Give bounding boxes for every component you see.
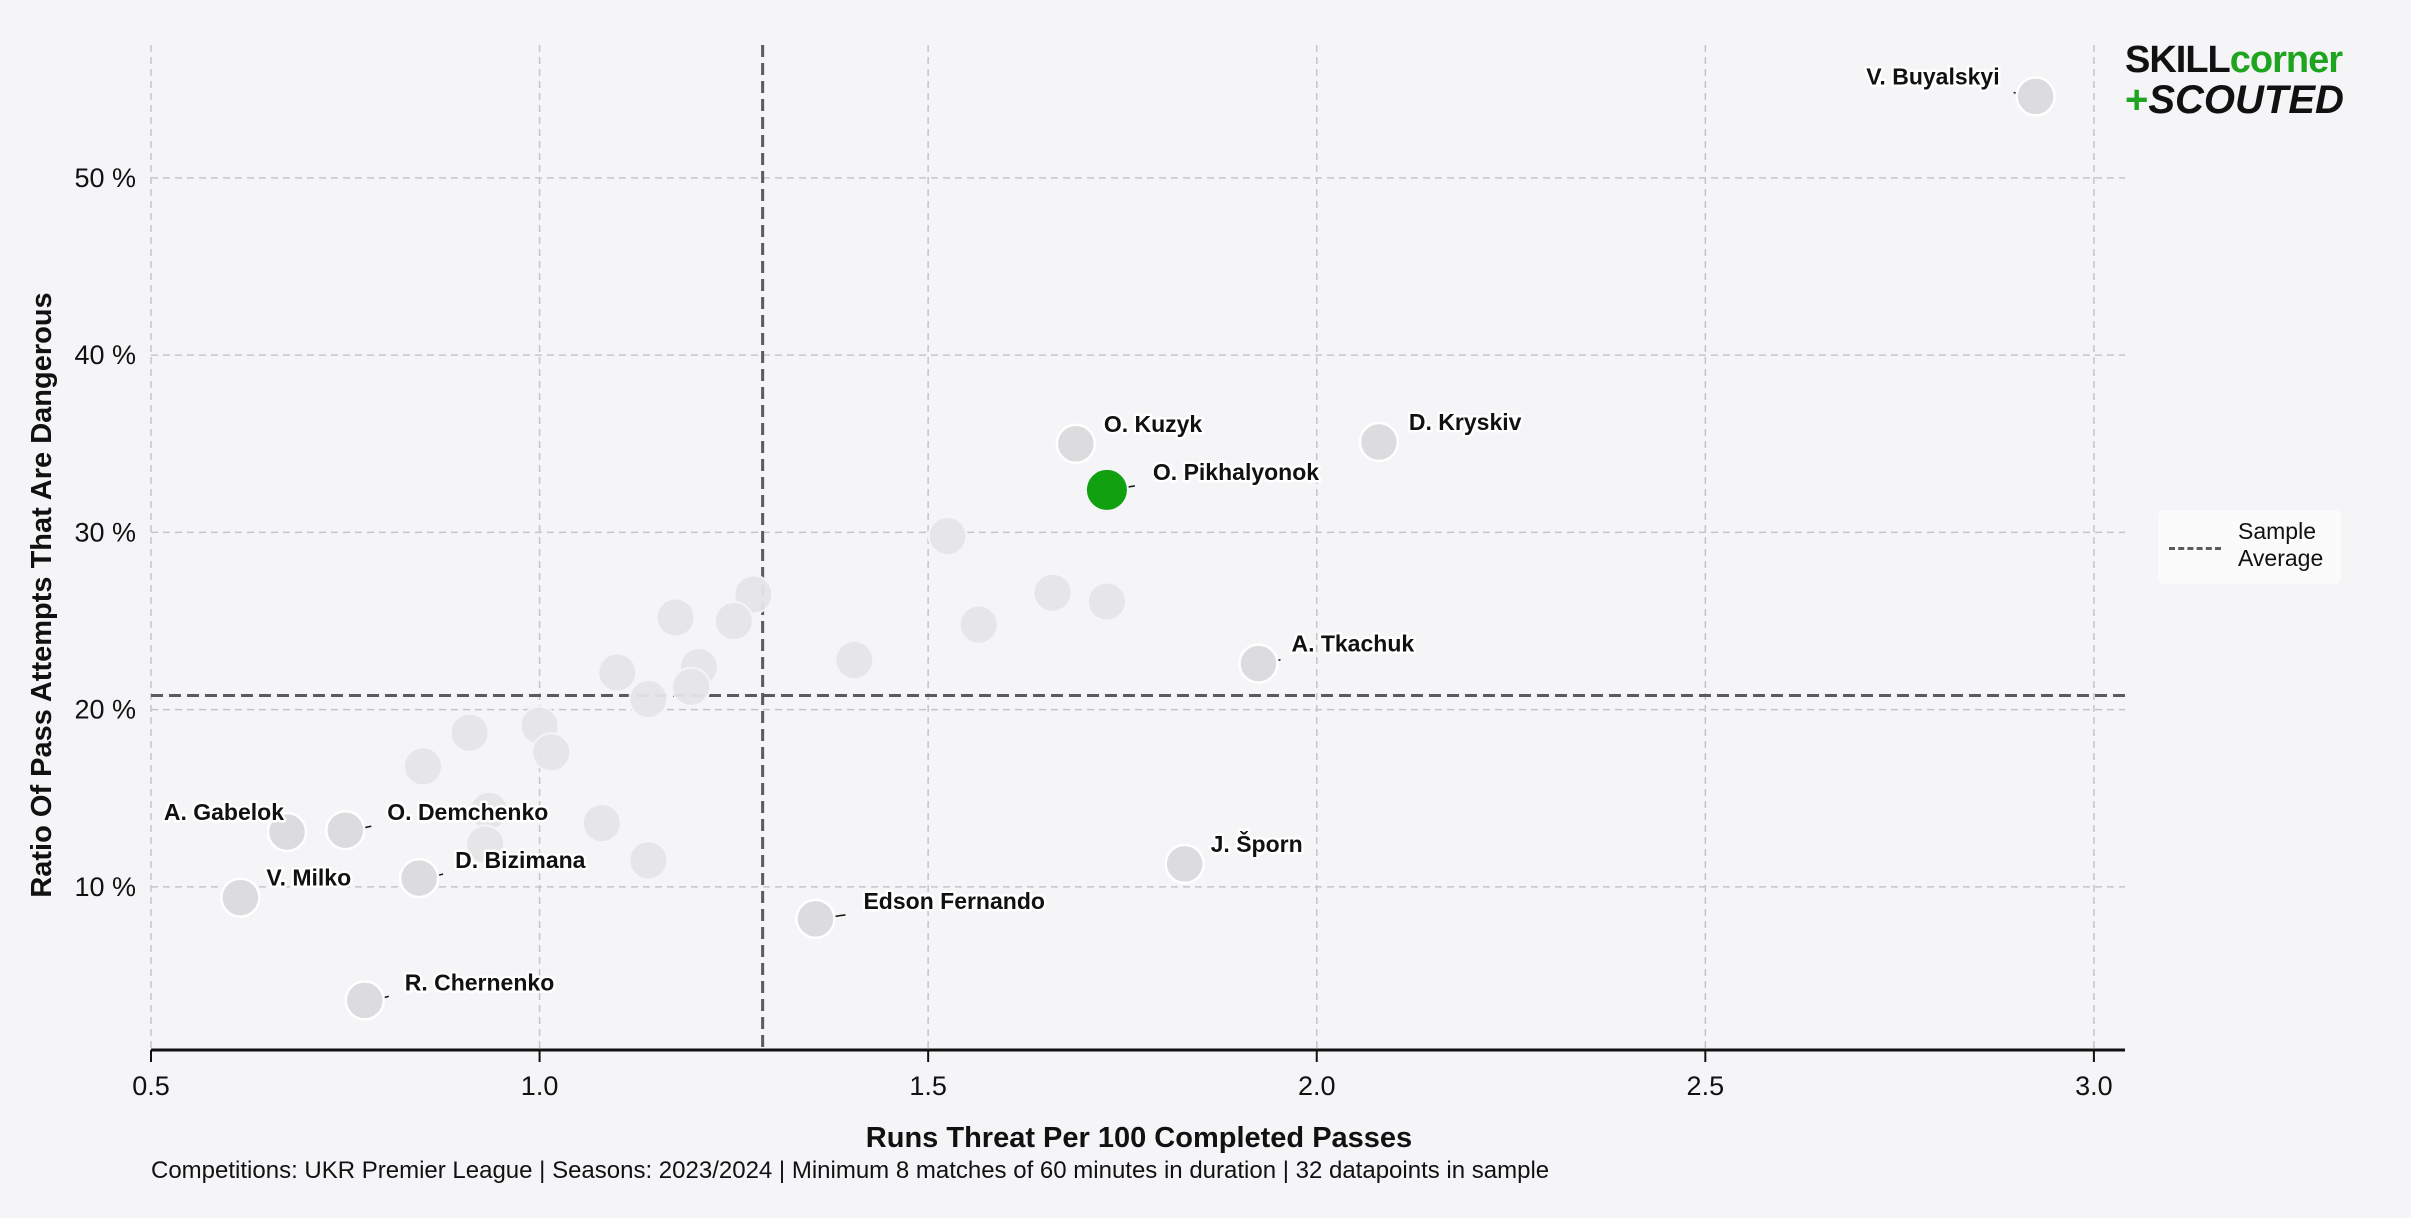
player-point <box>1358 421 1400 463</box>
x-tick-label: 0.5 <box>132 1071 170 1101</box>
footnote: Competitions: UKR Premier League | Seaso… <box>151 1157 1550 1184</box>
player-label: O. Demchenko <box>387 799 548 825</box>
x-axis-title: Runs Threat Per 100 Completed Passes <box>866 1122 1412 1154</box>
y-tick-label: 10 % <box>74 872 136 902</box>
x-tick-label: 1.5 <box>909 1071 947 1101</box>
player-point <box>1164 843 1205 885</box>
player-point <box>266 811 308 853</box>
background-point <box>465 824 506 865</box>
player-label: A. Tkachuk <box>1291 631 1414 657</box>
x-tick-label: 1.0 <box>521 1071 559 1101</box>
player-label: J. Šporn <box>1211 830 1303 857</box>
axes: 0.5 1.0 1.5 2.0 2.5 3.0 10 % 20 % 30 % 40 % 50 % <box>74 163 2125 1101</box>
y-tick-label: 20 % <box>74 695 136 725</box>
player-point <box>344 980 385 1021</box>
x-tick-label: 2.5 <box>1687 1071 1725 1101</box>
y-axis-title: Ratio Of Pass Attempts That Are Dangerou… <box>26 292 58 897</box>
player-point <box>2015 76 2056 117</box>
x-tick-label: 2.0 <box>1298 1071 1336 1101</box>
player-label: V. Milko <box>266 865 351 891</box>
y-tick-label: 40 % <box>74 340 136 370</box>
player-point <box>398 857 440 899</box>
background-point <box>671 666 712 707</box>
background-point <box>1032 572 1073 613</box>
labeled-points: V. Buyalskyi O. Kuzyk D. Kryskiv O. Pikhaly… <box>161 61 2056 1021</box>
player-point <box>325 809 366 851</box>
player-point <box>220 877 261 918</box>
background-point <box>1086 581 1127 622</box>
legend: Sample Average <box>2158 510 2341 584</box>
legend-dashed-line-icon <box>2169 547 2221 550</box>
background-point <box>628 679 669 720</box>
player-point <box>1238 643 1279 684</box>
y-tick-label: 50 % <box>74 163 136 193</box>
background-point <box>628 840 669 881</box>
background-point <box>655 597 696 638</box>
skillcorner-scouted-logo: SKILLcorner +SCOUTED <box>2125 39 2344 122</box>
player-label: D. Bizimana <box>455 847 586 873</box>
grid <box>150 45 2125 1050</box>
legend-label: Sample Average <box>2238 518 2324 571</box>
x-tick-label: 3.0 <box>2075 1071 2113 1101</box>
background-point <box>531 732 572 773</box>
y-tick-label: 30 % <box>74 517 136 547</box>
background-point <box>713 601 754 642</box>
background-point <box>581 803 622 844</box>
player-label: O. Kuzyk <box>1104 411 1203 437</box>
background-points <box>403 515 1127 881</box>
background-point <box>834 640 875 681</box>
player-point <box>795 898 836 940</box>
player-label: R. Chernenko <box>405 969 555 995</box>
highlighted-point <box>1084 467 1129 512</box>
reference-lines <box>151 45 2125 1050</box>
player-label: O. Pikhalyonok <box>1153 459 1319 485</box>
player-point <box>1055 423 1097 465</box>
background-point <box>597 652 638 693</box>
background-point <box>403 746 444 787</box>
background-point <box>449 712 490 753</box>
background-point <box>958 604 999 645</box>
player-label: Edson Fernando <box>863 888 1044 914</box>
player-label: V. Buyalskyi <box>1866 63 1999 89</box>
background-point <box>927 515 968 556</box>
player-label: D. Kryskiv <box>1409 409 1522 435</box>
player-label: A. Gabelok <box>164 799 284 825</box>
